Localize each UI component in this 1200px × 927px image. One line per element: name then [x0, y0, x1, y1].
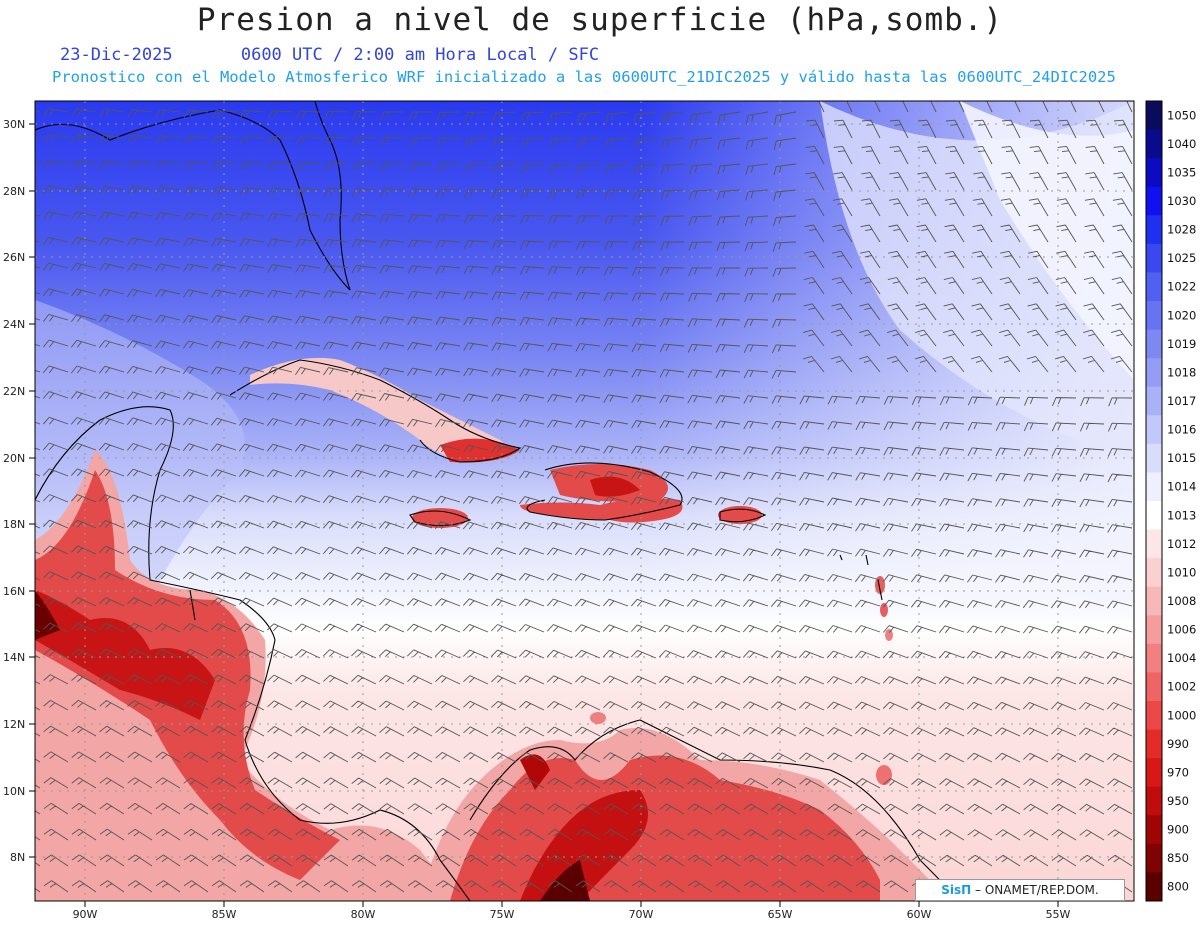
- colorbar-swatch: [1146, 615, 1162, 645]
- lon-label: 80W: [351, 908, 376, 921]
- lon-label: 85W: [212, 908, 237, 921]
- lat-label: 20N: [3, 452, 25, 465]
- colorbar-label: 1008: [1167, 594, 1196, 608]
- wind-barbs: [35, 101, 1133, 893]
- colorbar-swatch: [1146, 872, 1162, 902]
- colorbar-swatch: [1146, 843, 1162, 873]
- lat-label: 26N: [3, 251, 25, 264]
- colorbar-label: 1025: [1167, 251, 1196, 265]
- colorbar-swatch: [1146, 272, 1162, 302]
- lat-label: 18N: [3, 518, 25, 531]
- colorbar-swatch: [1146, 643, 1162, 673]
- lon-label: 55W: [1046, 908, 1071, 921]
- lat-label: 16N: [3, 585, 25, 598]
- sispi-logo: SisΠ: [941, 883, 972, 897]
- colorbar-label: 1000: [1167, 708, 1196, 722]
- colorbar-swatch: [1146, 815, 1162, 845]
- colorbar-swatch: [1146, 472, 1162, 502]
- colorbar-label: 1017: [1167, 394, 1196, 408]
- colorbar-swatch: [1146, 558, 1162, 588]
- colorbar-label: 1013: [1167, 508, 1196, 522]
- colorbar-swatch: [1146, 386, 1162, 416]
- lon-label: 70W: [629, 908, 654, 921]
- colorbar-label: 1004: [1167, 651, 1196, 665]
- colorbar-swatch: [1146, 758, 1162, 788]
- colorbar-swatch: [1146, 529, 1162, 559]
- lat-label: 8N: [10, 851, 25, 864]
- colorbar-label: 990: [1167, 737, 1189, 751]
- credit-text: – ONAMET/REP.DOM.: [971, 883, 1099, 897]
- colorbar-label: 1028: [1167, 223, 1196, 237]
- colorbar-label: 1016: [1167, 423, 1196, 437]
- colorbar-label: 1010: [1167, 565, 1196, 579]
- lon-label: 75W: [490, 908, 515, 921]
- colorbar-label: 970: [1167, 765, 1189, 779]
- colorbar-swatch: [1146, 672, 1162, 702]
- colorbar-swatch: [1146, 415, 1162, 445]
- lat-label: 10N: [3, 785, 25, 798]
- colorbar-label: 1014: [1167, 480, 1196, 494]
- colorbar-label: 1040: [1167, 137, 1196, 151]
- credit-box: SisΠ – ONAMET/REP.DOM.: [915, 879, 1125, 901]
- lat-label: 12N: [3, 718, 25, 731]
- colorbar-swatch: [1146, 501, 1162, 531]
- low-pressure-terrain: [35, 357, 950, 901]
- coastlines: [35, 101, 961, 901]
- map-frame: [34, 100, 1135, 902]
- pressure-colorbar: 1050 1040 1035 1030 1028 1025 1022 1020 1019 1018…: [1145, 100, 1196, 902]
- model-info-line: Pronostico con el Modelo Atmosferico WRF…: [52, 68, 1116, 86]
- colorbar-swatch: [1146, 586, 1162, 616]
- colorbar-label: 1006: [1167, 623, 1196, 637]
- map-title: Presion a nivel de superficie (hPa,somb.…: [196, 2, 1004, 38]
- colorbar-label: 1020: [1167, 308, 1196, 322]
- lat-label: 30N: [3, 118, 25, 131]
- colorbar-swatch: [1146, 186, 1162, 216]
- colorbar-label: 1015: [1167, 451, 1196, 465]
- colorbar-swatch: [1146, 358, 1162, 388]
- colorbar-swatch: [1146, 215, 1162, 245]
- lat-label: 22N: [3, 385, 25, 398]
- colorbar-swatch: [1146, 329, 1162, 359]
- colorbar-label: 1012: [1167, 537, 1196, 551]
- colorbar-swatch: [1146, 129, 1162, 159]
- lat-label: 24N: [3, 318, 25, 331]
- lon-label: 65W: [768, 908, 793, 921]
- longitude-labels: 90W 85W 80W 75W 70W 65W 60W 55W: [73, 908, 1071, 921]
- wind-barb-field: [35, 101, 1133, 893]
- lat-label: 14N: [3, 651, 25, 664]
- colorbar-label: 1002: [1167, 680, 1196, 694]
- colorbar-label: 1022: [1167, 280, 1196, 294]
- colorbar-label: 1030: [1167, 194, 1196, 208]
- forecast-time: 0600 UTC / 2:00 am Hora Local / SFC: [240, 45, 600, 65]
- colorbar-swatch: [1146, 243, 1162, 273]
- colorbar-frame: [1145, 100, 1163, 902]
- colorbar-swatch: [1146, 101, 1162, 131]
- forecast-date: 23-Dic-2025: [60, 45, 173, 65]
- colorbar-label: 1050: [1167, 108, 1196, 122]
- valid-time-line: 23-Dic-2025 0600 UTC / 2:00 am Hora Loca…: [60, 45, 657, 65]
- colorbar-label: 950: [1167, 794, 1189, 808]
- colorbar-label: 1018: [1167, 365, 1196, 379]
- colorbar-swatch: [1146, 786, 1162, 816]
- colorbar-label: 1035: [1167, 165, 1196, 179]
- colorbar-swatch: [1146, 301, 1162, 331]
- lat-label: 28N: [3, 185, 25, 198]
- colorbar-label: 850: [1167, 851, 1189, 865]
- colorbar-label: 800: [1167, 880, 1189, 894]
- colorbar-swatch: [1146, 158, 1162, 188]
- colorbar-label: 900: [1167, 823, 1189, 837]
- colorbar-label: 1019: [1167, 337, 1196, 351]
- latitude-labels: 30N 28N 26N 24N 22N 20N 18N 16N 14N 12N …: [3, 118, 25, 864]
- colorbar-swatch: [1146, 729, 1162, 759]
- lon-label: 90W: [73, 908, 98, 921]
- lon-label: 60W: [907, 908, 932, 921]
- colorbar-swatch: [1146, 701, 1162, 731]
- colorbar-swatch: [1146, 443, 1162, 473]
